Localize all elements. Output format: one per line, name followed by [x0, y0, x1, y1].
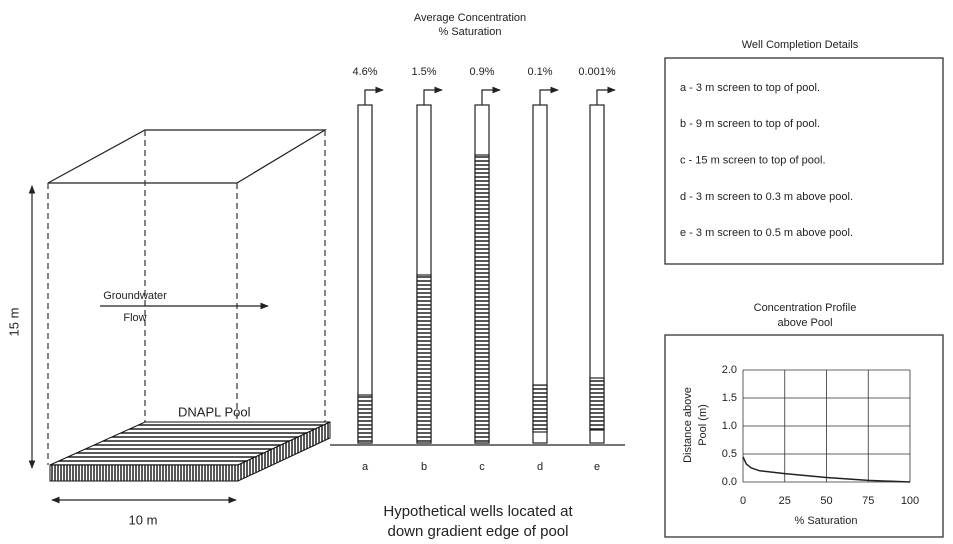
wells-title: % Saturation [439, 26, 502, 38]
pool-label: DNAPL Pool [178, 404, 251, 419]
y-tick-label: 2.0 [722, 364, 737, 376]
flow-label: Groundwater [103, 290, 167, 302]
well-screen [417, 275, 431, 443]
x-tick-label: 25 [779, 495, 791, 507]
x-tick-label: 100 [901, 495, 919, 507]
well-screen [358, 395, 372, 443]
chart-title: Concentration Profile [754, 302, 857, 314]
page: 15 m 10 m Groundwater Flow DNAPL Pool Av… [0, 0, 953, 544]
concentration-label: 0.001% [578, 66, 616, 78]
x-tick-label: 0 [740, 495, 746, 507]
profile-plot: 0.0 0.5 1.0 1.5 2.0 0 25 50 75 100 [722, 364, 919, 507]
y-tick-label: 0.5 [722, 448, 737, 460]
concentration-label: 4.6% [352, 66, 377, 78]
flow-label: Flow [123, 312, 146, 324]
well-screen [475, 155, 489, 443]
detail-item: d - 3 m screen to 0.3 m above pool. [680, 191, 853, 203]
well-screen [533, 385, 547, 432]
wells: 4.6% a 1.5% b 0.9% c 0.1% d 0.001% e [352, 66, 615, 473]
x-axis-label: % Saturation [795, 515, 858, 527]
x-tick-label: 75 [862, 495, 874, 507]
width-label: 10 m [129, 512, 158, 527]
chart-title: above Pool [777, 317, 832, 329]
well-label: c [479, 461, 485, 473]
well-label: e [594, 461, 600, 473]
y-tick-label: 1.5 [722, 392, 737, 404]
well-label: d [537, 461, 543, 473]
well-casing [358, 105, 372, 443]
concentration-label: 0.1% [527, 66, 552, 78]
sample-arrow [365, 90, 383, 105]
detail-item: e - 3 m screen to 0.5 m above pool. [680, 227, 853, 239]
concentration-label: 0.9% [469, 66, 494, 78]
sample-arrow [540, 90, 558, 105]
detail-item: c - 15 m screen to top of pool. [680, 155, 826, 167]
wells-caption: down gradient edge of pool [388, 523, 569, 540]
detail-item: b - 9 m screen to top of pool. [680, 118, 820, 130]
height-label: 15 m [6, 308, 21, 337]
wells-title: Average Concentration [414, 12, 526, 24]
detail-item: a - 3 m screen to top of pool. [680, 82, 820, 94]
x-tick-label: 50 [820, 495, 832, 507]
details-list: a - 3 m screen to top of pool. b - 9 m sc… [680, 82, 853, 239]
sample-arrow [597, 90, 615, 105]
y-axis-label: Distance above [682, 387, 694, 463]
well-label: b [421, 461, 427, 473]
y-tick-label: 0.0 [722, 476, 737, 488]
well-label: a [362, 461, 369, 473]
sample-arrow [482, 90, 500, 105]
y-axis-label: Pool (m) [697, 404, 709, 446]
details-title: Well Completion Details [742, 39, 859, 51]
y-tick-label: 1.0 [722, 420, 737, 432]
wells-caption: Hypothetical wells located at [383, 503, 573, 520]
well-screen [590, 378, 604, 430]
concentration-label: 1.5% [411, 66, 436, 78]
sample-arrow [424, 90, 442, 105]
